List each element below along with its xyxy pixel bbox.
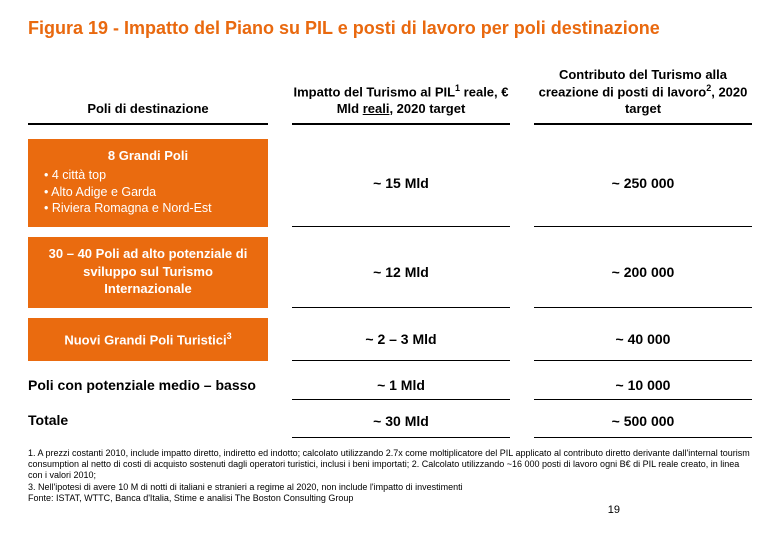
- list-item: 4 città top: [40, 167, 256, 184]
- box-bullets: 4 città top Alto Adige e Garda Riviera R…: [40, 167, 256, 218]
- box-title: 8 Grandi Poli: [40, 147, 256, 165]
- header-row: Poli di destinazione Impatto del Turismo…: [28, 67, 752, 125]
- page-number: 19: [608, 504, 620, 516]
- value-jobs: ~ 250 000: [534, 139, 752, 227]
- list-item: Riviera Romagna e Nord-Est: [40, 200, 256, 217]
- total-label: Totale: [28, 404, 268, 438]
- table-row: Poli con potenziale medio – basso ~ 1 Ml…: [28, 371, 752, 401]
- value-pil: ~ 2 – 3 Mld: [292, 318, 510, 361]
- value-jobs-total: ~ 500 000: [534, 404, 752, 438]
- header-col3: Contributo del Turismo alla creazione di…: [534, 67, 752, 125]
- value-jobs: ~ 40 000: [534, 318, 752, 361]
- impact-table: Poli di destinazione Impatto del Turismo…: [28, 67, 752, 438]
- value-pil: ~ 12 Mld: [292, 237, 510, 308]
- header-col1: Poli di destinazione: [28, 101, 268, 125]
- footnote-line: Fonte: ISTAT, WTTC, Banca d'Italia, Stim…: [28, 493, 752, 504]
- table-row-total: Totale ~ 30 Mld ~ 500 000: [28, 404, 752, 438]
- header-col2: Impatto del Turismo al PIL1 reale, € Mld…: [292, 83, 510, 125]
- box-title: 30 – 40 Poli ad alto potenziale di svilu…: [40, 245, 256, 298]
- value-pil: ~ 1 Mld: [292, 371, 510, 401]
- category-box-nuovi-poli: Nuovi Grandi Poli Turistici3: [28, 318, 268, 361]
- value-pil: ~ 15 Mld: [292, 139, 510, 227]
- table-row: 30 – 40 Poli ad alto potenziale di svilu…: [28, 237, 752, 308]
- box-title: Nuovi Grandi Poli Turistici3: [40, 330, 256, 349]
- category-box-alto-potenziale: 30 – 40 Poli ad alto potenziale di svilu…: [28, 237, 268, 308]
- footnotes: 1. A prezzi costanti 2010, include impat…: [28, 448, 752, 504]
- value-pil-total: ~ 30 Mld: [292, 404, 510, 438]
- figure-title: Figura 19 - Impatto del Piano su PIL e p…: [28, 18, 752, 39]
- value-jobs: ~ 200 000: [534, 237, 752, 308]
- category-box-grandi-poli: 8 Grandi Poli 4 città top Alto Adige e G…: [28, 139, 268, 227]
- list-item: Alto Adige e Garda: [40, 184, 256, 201]
- category-medio-basso: Poli con potenziale medio – basso: [28, 371, 268, 401]
- table-row: 8 Grandi Poli 4 città top Alto Adige e G…: [28, 139, 752, 227]
- value-jobs: ~ 10 000: [534, 371, 752, 401]
- footnote-line: 1. A prezzi costanti 2010, include impat…: [28, 448, 752, 482]
- table-row: Nuovi Grandi Poli Turistici3 ~ 2 – 3 Mld…: [28, 318, 752, 361]
- footnote-line: 3. Nell'ipotesi di avere 10 M di notti d…: [28, 482, 752, 493]
